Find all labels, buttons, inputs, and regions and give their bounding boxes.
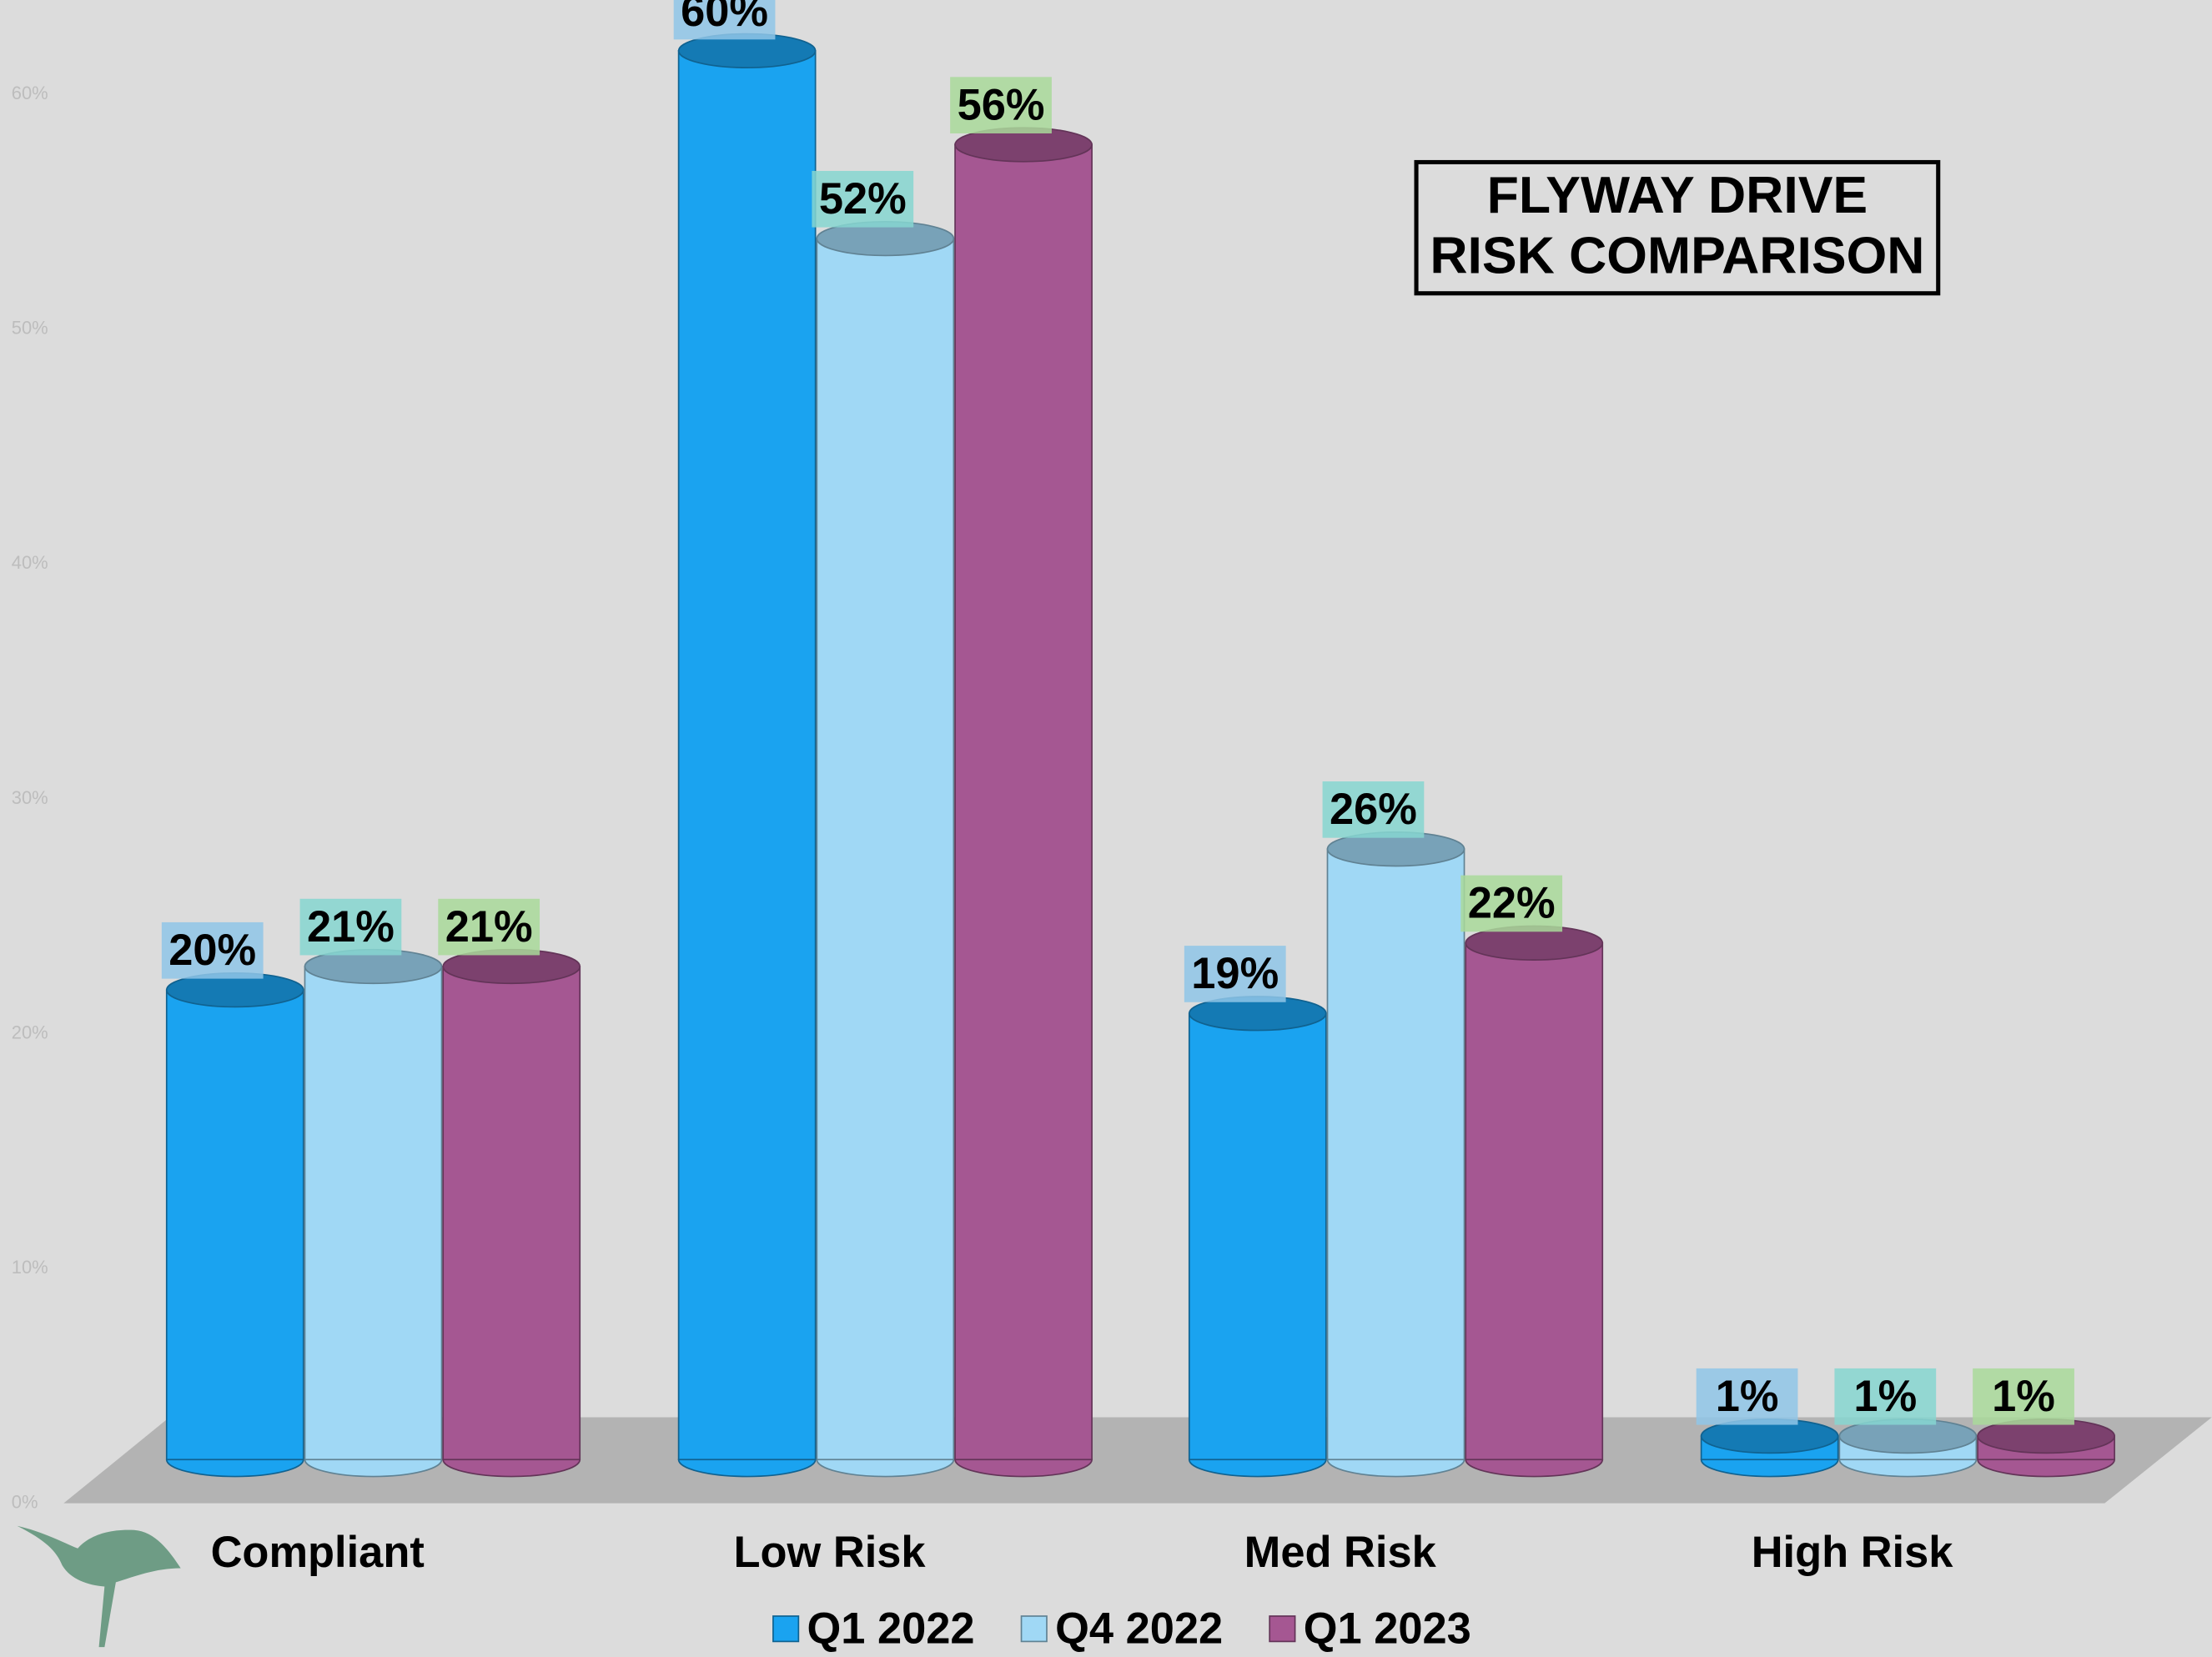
bird-icon bbox=[17, 1525, 181, 1648]
logo bbox=[17, 1525, 181, 1648]
value-label-bg bbox=[1322, 781, 1425, 838]
value-label: 52% bbox=[819, 175, 907, 223]
value-label: 19% bbox=[1191, 950, 1279, 998]
title-box bbox=[1414, 159, 1941, 296]
value-label: 22% bbox=[1468, 880, 1556, 928]
legend-swatch bbox=[772, 1615, 800, 1643]
bar bbox=[954, 143, 1093, 1461]
bar bbox=[442, 966, 581, 1461]
y-tick-label: 50% bbox=[12, 318, 48, 339]
value-label-bg bbox=[438, 898, 540, 956]
bar bbox=[1188, 1012, 1327, 1461]
bar bbox=[1465, 941, 1604, 1461]
value-label-bg bbox=[1460, 875, 1563, 932]
legend-swatch bbox=[1269, 1615, 1296, 1643]
y-tick-label: 0% bbox=[12, 1491, 38, 1512]
value-label: 20% bbox=[168, 926, 256, 975]
value-label: 1% bbox=[1853, 1373, 1917, 1421]
value-label: 21% bbox=[307, 903, 395, 952]
y-tick-label: 20% bbox=[12, 1022, 48, 1042]
bar bbox=[165, 989, 304, 1461]
value-label-bg bbox=[299, 898, 402, 956]
value-label: 60% bbox=[681, 0, 768, 36]
bar bbox=[816, 238, 955, 1461]
value-label: 1% bbox=[1716, 1373, 1779, 1421]
value-label-bg bbox=[950, 77, 1052, 133]
value-label-bg bbox=[1973, 1368, 2074, 1425]
value-label-bg bbox=[1184, 946, 1286, 1002]
chart-title: RISK COMPARISON bbox=[1430, 227, 1924, 285]
legend-label: Q1 2023 bbox=[1304, 1604, 1471, 1653]
y-tick-label: 30% bbox=[12, 787, 48, 808]
bar bbox=[677, 50, 817, 1461]
x-tick-label: Med Risk bbox=[1244, 1529, 1437, 1577]
floor bbox=[63, 1417, 2212, 1504]
y-tick-label: 10% bbox=[12, 1257, 48, 1278]
bar bbox=[304, 966, 443, 1461]
value-label-bg bbox=[812, 170, 914, 228]
legend-swatch bbox=[1020, 1615, 1048, 1643]
legend-label: Q4 2022 bbox=[1055, 1604, 1223, 1653]
value-label-bg bbox=[673, 0, 776, 40]
x-tick-label: Low Risk bbox=[734, 1529, 927, 1577]
y-tick-label: 60% bbox=[12, 83, 48, 103]
value-label-bg bbox=[1834, 1368, 1937, 1425]
x-tick-label: High Risk bbox=[1752, 1529, 1954, 1577]
x-tick-label: Compliant bbox=[211, 1529, 425, 1577]
bar bbox=[1326, 848, 1465, 1461]
chart-title: FLYWAY DRIVE bbox=[1487, 166, 1868, 224]
legend-label: Q1 2022 bbox=[807, 1604, 974, 1653]
value-label: 1% bbox=[1992, 1373, 2055, 1421]
y-tick-label: 40% bbox=[12, 552, 48, 573]
value-label: 56% bbox=[958, 81, 1045, 129]
value-label: 21% bbox=[445, 903, 533, 952]
value-label-bg bbox=[1696, 1368, 1798, 1425]
value-label-bg bbox=[161, 921, 264, 979]
value-label: 26% bbox=[1330, 786, 1417, 834]
